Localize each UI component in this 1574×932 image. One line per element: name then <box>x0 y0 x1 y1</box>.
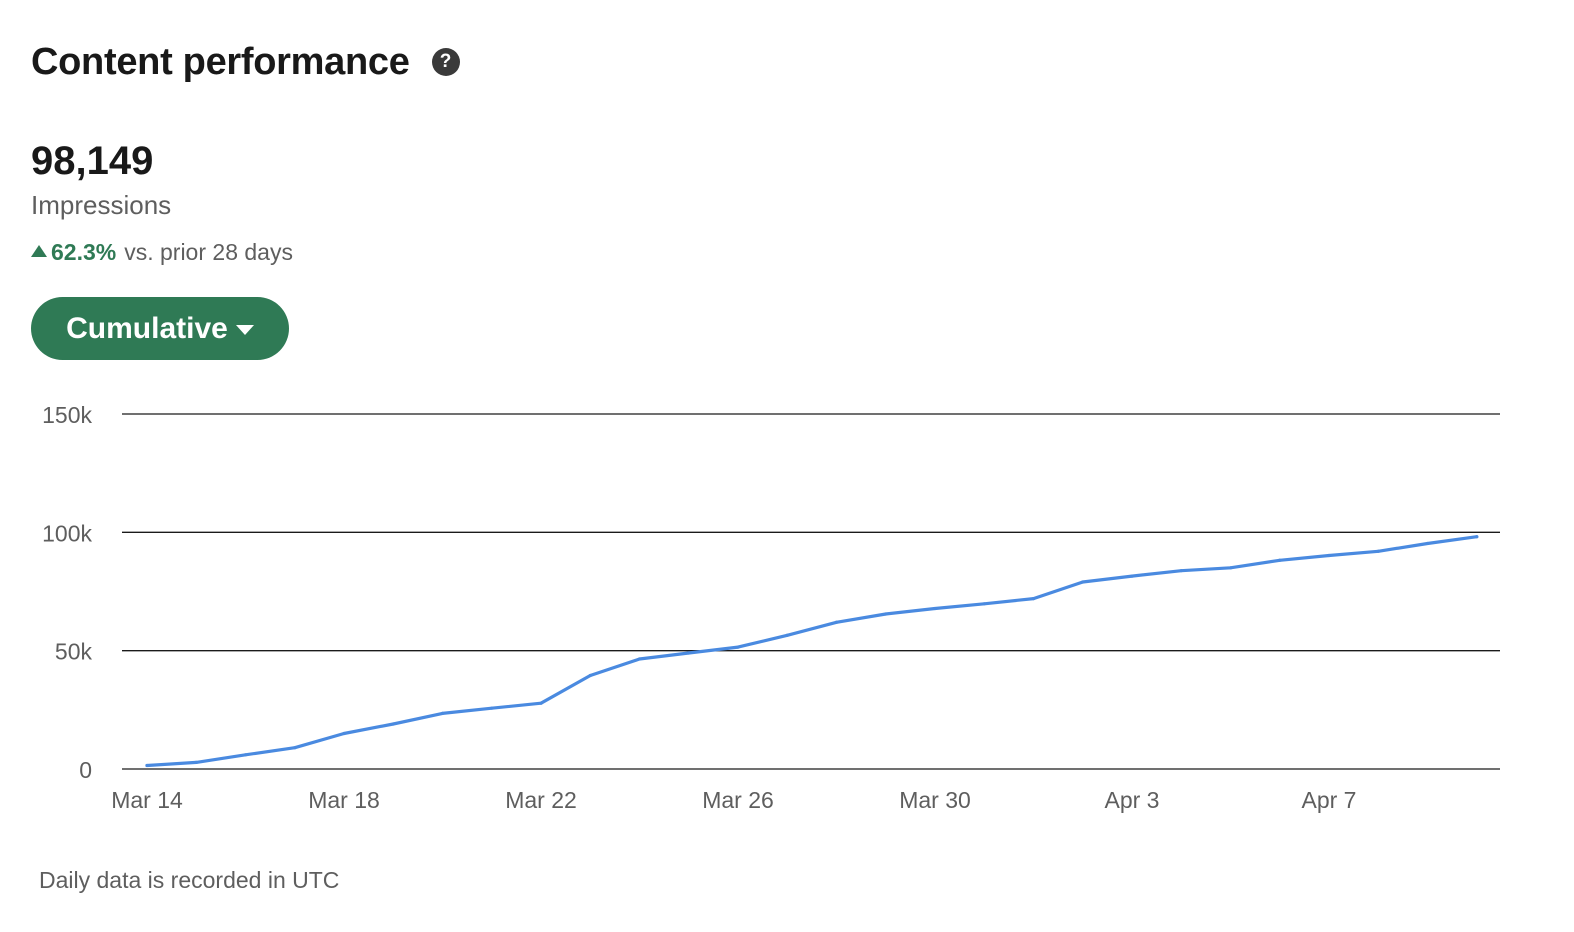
header: Content performance ? <box>31 38 460 86</box>
impressions-value: 98,149 <box>31 139 154 183</box>
question-circle-icon[interactable]: ? <box>431 48 460 76</box>
chart-series <box>145 535 1479 768</box>
utc-footnote: Daily data is recorded in UTC <box>39 867 340 893</box>
cumulative-dropdown[interactable]: Cumulative <box>31 297 289 360</box>
impressions-series-line <box>145 535 1479 768</box>
data-point <box>1179 569 1183 573</box>
change-indicator: 62.3% vs. prior 28 days <box>31 237 293 267</box>
data-point <box>1081 580 1085 584</box>
page-title: Content performance <box>31 41 410 83</box>
data-point <box>687 651 691 655</box>
data-point <box>243 753 248 757</box>
change-comparison-text: vs. prior 28 days <box>124 239 293 265</box>
y-tick-label: 0 <box>79 757 92 783</box>
y-tick-label: 100k <box>42 520 92 546</box>
x-tick-label: Mar 14 <box>111 787 183 813</box>
x-axis-ticks: Mar 14 Mar 18 Mar 22 Mar 26 Mar 30 Apr 3 Apr 7 <box>111 787 1356 813</box>
x-tick-label: Mar 22 <box>505 787 577 813</box>
data-point <box>490 706 494 710</box>
change-percent: 62.3% <box>51 239 117 265</box>
data-point <box>1278 558 1282 562</box>
up-arrow-icon <box>31 245 47 257</box>
data-point <box>539 701 543 705</box>
data-point <box>145 763 149 768</box>
data-point <box>785 633 789 637</box>
caret-down-icon <box>235 324 254 335</box>
data-point <box>933 606 937 611</box>
data-point <box>1031 597 1036 601</box>
x-tick-label: Mar 26 <box>702 787 774 813</box>
x-tick-label: Mar 30 <box>899 787 971 813</box>
data-point <box>1425 541 1430 546</box>
data-point <box>293 746 297 750</box>
data-point <box>194 760 198 764</box>
x-tick-label: Mar 18 <box>308 787 380 813</box>
data-point <box>588 673 592 678</box>
impressions-label: Impressions <box>31 190 172 220</box>
data-point <box>342 731 346 736</box>
data-point <box>1130 574 1134 578</box>
data-point <box>834 620 839 624</box>
y-tick-label: 150k <box>42 402 92 428</box>
data-point <box>391 722 395 726</box>
data-point <box>982 602 986 606</box>
data-point <box>1327 553 1331 558</box>
data-point <box>884 612 888 616</box>
data-point <box>637 657 642 661</box>
data-point <box>1376 549 1380 553</box>
x-tick-label: Apr 3 <box>1105 787 1160 813</box>
data-point <box>1475 535 1479 539</box>
data-point <box>736 645 740 649</box>
data-point <box>440 711 445 715</box>
dropdown-label: Cumulative <box>66 311 228 345</box>
data-point <box>1228 566 1233 570</box>
y-axis-ticks: 0 50k 100k 150k <box>42 402 92 783</box>
x-tick-label: Apr 7 <box>1302 787 1357 813</box>
chart-gridlines <box>122 413 1500 770</box>
y-tick-label: 50k <box>55 639 93 665</box>
